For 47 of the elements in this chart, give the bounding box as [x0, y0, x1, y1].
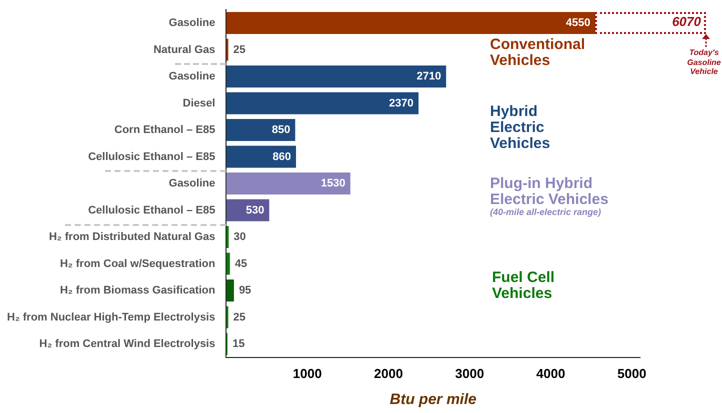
data-label: 30 [234, 231, 246, 244]
y-tick-label: H₂ from Distributed Natural Gas [48, 231, 216, 244]
y-tick-label: Cellulosic Ethanol – E85 [88, 204, 216, 216]
data-label: 15 [232, 338, 245, 350]
annotation: Hybrid Electric Vehicles [490, 103, 552, 152]
y-tick-label: H₂ from Coal w/Sequestration [60, 258, 216, 270]
data-label: 45 [234, 258, 248, 270]
data-label: 1530 [320, 178, 346, 190]
x-axis-title: Btu per mile [390, 391, 476, 408]
data-label: 2370 [389, 97, 414, 110]
y-tick-label: Diesel [182, 97, 216, 110]
data-label: 860 [272, 150, 292, 163]
annotation: Conventional Vehicles [490, 36, 586, 69]
y-tick-label: Cellulosic Ethanol – E85 [88, 150, 216, 163]
annotation: Plug-in Hybrid Electric Vehicles [490, 175, 610, 208]
bar [226, 92, 419, 114]
x-tick-label: 3000 [455, 366, 484, 381]
data-label: 850 [272, 124, 290, 136]
y-tick-label: H₂ from Biomass Gasification [60, 284, 216, 297]
annotation: (40-mile all-electric range) [490, 207, 602, 218]
data-label: 25 [233, 311, 246, 324]
y-tick-label: Natural Gas [153, 44, 216, 56]
data-label: 25 [233, 44, 246, 56]
bar [226, 172, 350, 194]
bar [226, 252, 230, 275]
x-tick-label: 1000 [292, 366, 322, 381]
y-tick-label: H₂ from Nuclear High-Temp Electrolysis [7, 311, 216, 324]
bar [226, 66, 446, 88]
bar [226, 119, 296, 141]
x-tick-label: 5000 [617, 366, 646, 381]
text: Today's Gasoline Vehicle [686, 48, 722, 77]
annotation: Fuel Cell Vehicles [492, 269, 556, 302]
y-tick-label: Gasoline [168, 70, 216, 83]
data-label: 530 [246, 204, 264, 216]
data-label: 4550 [566, 17, 590, 30]
bar [226, 146, 296, 168]
y-tick-label: Gasoline [168, 178, 216, 190]
bar [226, 280, 234, 302]
text: 6070 [671, 14, 701, 29]
x-tick-label: 2000 [374, 366, 403, 381]
y-tick-label: Corn Ethanol – E85 [114, 124, 216, 136]
y-tick-label: H₂ from Central Wind Electrolysis [39, 338, 216, 350]
data-label: 95 [238, 284, 252, 297]
bar [226, 12, 596, 34]
x-tick-label: 4000 [536, 366, 566, 381]
y-tick-label: Gasoline [168, 17, 216, 30]
data-label: 2710 [416, 70, 442, 83]
